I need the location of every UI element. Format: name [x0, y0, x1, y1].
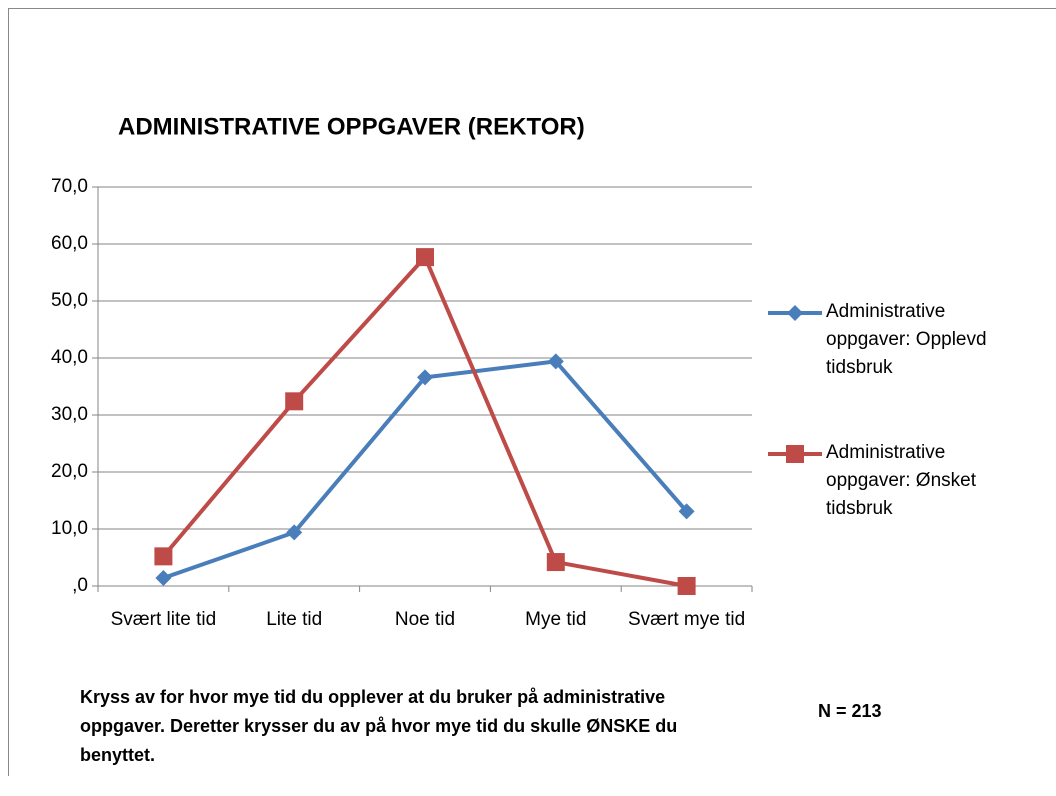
y-tick-label: 30,0 [51, 404, 88, 425]
series-line [162, 359, 689, 580]
x-tick-label: Svært mye tid [627, 609, 746, 630]
x-tick-label: Mye tid [525, 609, 587, 630]
marker [678, 503, 695, 520]
y-tick-label: 60,0 [51, 233, 88, 254]
y-tick-label: 40,0 [51, 347, 88, 368]
y-tick-label: 70,0 [51, 176, 88, 197]
y-tick-label: 50,0 [51, 290, 88, 311]
n-note: N = 213 [818, 701, 882, 721]
y-tick-label: 10,0 [51, 518, 88, 539]
legend-label: Administrative oppgaver: Opplevd tidsbru… [826, 301, 987, 378]
marker [547, 353, 564, 370]
x-tick-label: Noe tid [394, 609, 456, 630]
marker [786, 445, 804, 463]
x-tick-label: Svært lite tid [110, 609, 217, 630]
question-note: Kryss av for hvor mye tid du opplever at… [80, 687, 678, 765]
marker [417, 369, 433, 386]
marker [155, 570, 172, 587]
marker [286, 524, 303, 541]
marker [285, 392, 304, 411]
x-tick-label: Lite tid [266, 609, 323, 630]
y-tick-label: 20,0 [51, 461, 88, 482]
chart-title: ADMINISTRATIVE OPPGAVER (REKTOR) [118, 113, 585, 140]
y-tick-label: ,0 [72, 575, 88, 596]
marker [154, 547, 173, 566]
legend-label: Administrative oppgaver: Ønsket tidsbruk [826, 442, 976, 519]
marker [546, 553, 565, 572]
marker [416, 248, 434, 267]
marker [787, 305, 803, 321]
marker [677, 577, 696, 595]
